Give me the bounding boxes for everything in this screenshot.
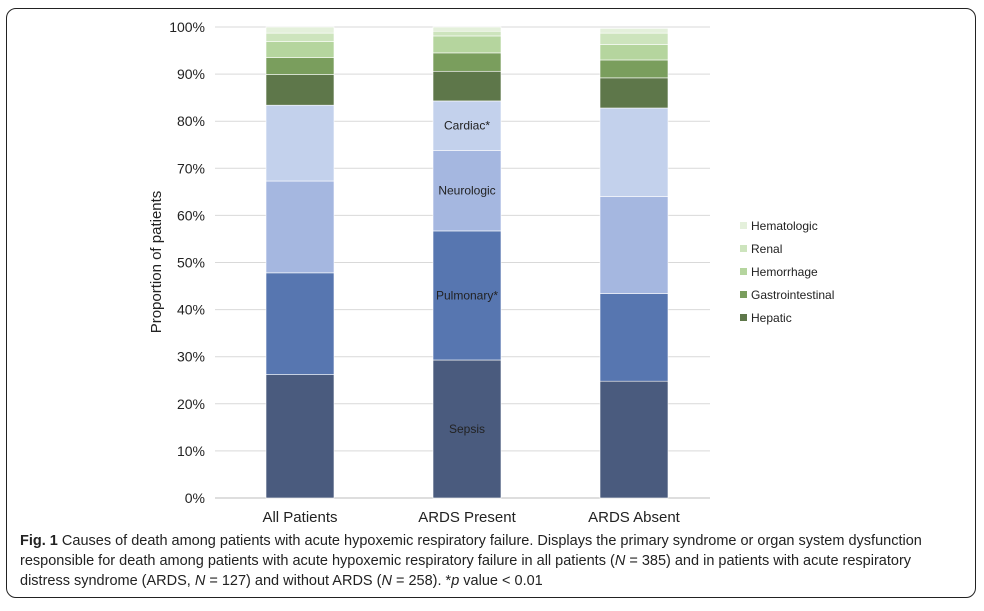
caption-fig-label: Fig. 1 bbox=[20, 533, 58, 549]
bar-segment bbox=[265, 32, 335, 42]
legend-swatch bbox=[740, 245, 747, 252]
x-tick-label: All Patients bbox=[262, 509, 337, 526]
caption-n-var-3: N bbox=[381, 573, 392, 589]
bar-segment bbox=[265, 74, 335, 106]
legend-label: Hematologic bbox=[751, 219, 818, 233]
legend-label: Hepatic bbox=[751, 311, 792, 325]
legend-swatch bbox=[740, 314, 747, 321]
caption-text-4: = 258). * bbox=[391, 573, 452, 589]
y-axis-title: Proportion of patients bbox=[148, 191, 165, 334]
caption-text-3: = 127) and without ARDS ( bbox=[205, 573, 382, 589]
caption-text-1: Causes of death among patients with acut… bbox=[20, 533, 922, 569]
y-tick-label: 90% bbox=[177, 66, 205, 82]
bar-segment bbox=[265, 57, 335, 75]
bar-segment bbox=[432, 100, 502, 151]
bar-segment bbox=[265, 374, 335, 499]
bar-segment bbox=[265, 41, 335, 58]
bar-segment bbox=[432, 35, 502, 54]
bar-segment bbox=[265, 26, 335, 34]
bar-segment bbox=[599, 196, 669, 294]
y-tick-label: 50% bbox=[177, 255, 205, 271]
bar-segment bbox=[599, 59, 669, 79]
legend-swatch bbox=[740, 291, 747, 298]
x-tick-label: ARDS Present bbox=[418, 509, 516, 526]
x-tick-label: ARDS Absent bbox=[588, 509, 681, 526]
bar-segment bbox=[432, 150, 502, 232]
bar-data-label: Sepsis bbox=[449, 422, 485, 436]
bar-segment bbox=[432, 26, 502, 32]
y-tick-label: 60% bbox=[177, 207, 205, 223]
bar-segment bbox=[599, 28, 669, 34]
bar-data-label: Neurologic bbox=[438, 184, 495, 198]
caption-text-5: value < 0.01 bbox=[459, 573, 543, 589]
y-tick-label: 20% bbox=[177, 396, 205, 412]
y-tick-label: 100% bbox=[169, 19, 205, 35]
bar-segment bbox=[599, 44, 669, 61]
bar-segment bbox=[599, 293, 669, 382]
y-tick-label: 10% bbox=[177, 443, 205, 459]
bar-segment bbox=[599, 380, 669, 499]
legend-label: Hemorrhage bbox=[751, 265, 818, 279]
y-tick-label: 70% bbox=[177, 160, 205, 176]
legend-label: Renal bbox=[751, 242, 782, 256]
caption-text-2: = 385) and in patients with acute respir… bbox=[20, 553, 912, 589]
bar-segment bbox=[599, 107, 669, 197]
bar-segment bbox=[432, 230, 502, 361]
bar-segment bbox=[265, 180, 335, 274]
legend-swatch bbox=[740, 222, 747, 229]
bar-data-label: Pulmonary* bbox=[436, 288, 498, 302]
bar-segment bbox=[432, 70, 502, 102]
caption-n-var-1: N bbox=[614, 553, 626, 569]
bar-segment bbox=[599, 77, 669, 109]
bar-segment bbox=[432, 52, 502, 72]
y-tick-label: 0% bbox=[185, 490, 205, 506]
bar-segment bbox=[265, 104, 335, 182]
bar-segment bbox=[432, 30, 502, 37]
caption-p-var: p bbox=[451, 573, 460, 589]
y-tick-label: 80% bbox=[177, 113, 205, 129]
y-tick-label: 30% bbox=[177, 349, 205, 365]
bar-segment bbox=[265, 272, 335, 375]
bar-segment bbox=[432, 359, 502, 499]
legend-label: Gastrointestinal bbox=[751, 288, 834, 302]
y-tick-label: 40% bbox=[177, 302, 205, 318]
figure-caption: Fig. 1 Causes of death among patients wi… bbox=[20, 531, 960, 591]
legend-swatch bbox=[740, 268, 747, 275]
bar-data-label: Cardiac* bbox=[444, 119, 490, 133]
caption-n-var-2: N bbox=[194, 573, 206, 589]
bar-segment bbox=[599, 32, 669, 45]
